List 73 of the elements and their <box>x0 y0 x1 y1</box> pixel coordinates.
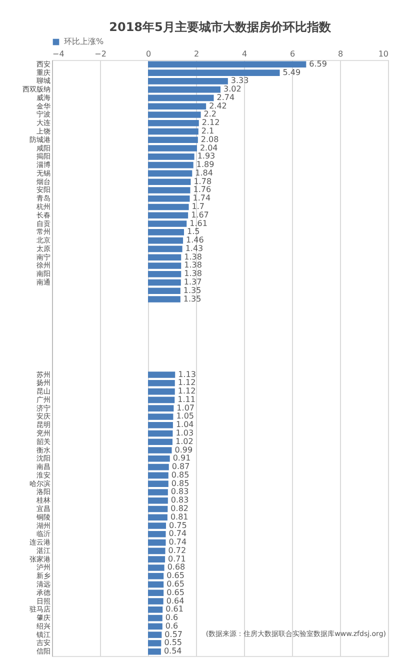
data-label: 0.54 <box>164 646 182 656</box>
data-label: 1.03 <box>176 428 194 438</box>
data-label: 1.04 <box>176 420 194 430</box>
data-label: 0.91 <box>172 454 191 463</box>
data-label: 1.12 <box>178 378 196 388</box>
data-label: 3.02 <box>223 84 242 94</box>
data-label: 1.13 <box>178 370 196 379</box>
data-label: 1.76 <box>193 185 212 194</box>
x-tick-label: −4 <box>52 50 64 58</box>
data-label: 3.33 <box>230 76 249 86</box>
data-label: 0.64 <box>166 596 184 606</box>
data-label: 1.38 <box>184 269 202 278</box>
data-label: 0.68 <box>167 562 186 572</box>
data-label: 2.08 <box>200 134 219 144</box>
chart-title: 2018年5月主要城市大数据房价环比指数 <box>109 20 332 34</box>
data-label: 2.04 <box>200 143 218 152</box>
data-label: 2.2 <box>204 110 217 119</box>
data-label: 2.42 <box>209 101 227 110</box>
x-tick-label: 2 <box>194 50 200 58</box>
data-label: 0.55 <box>164 638 182 648</box>
data-label: 2.74 <box>216 92 235 102</box>
x-tick-label: 4 <box>242 50 248 58</box>
x-tick-label: 0 <box>146 50 152 58</box>
data-label: 0.87 <box>172 462 190 472</box>
data-label: 5.49 <box>282 68 301 77</box>
data-label: 1.05 <box>176 412 194 421</box>
data-label: 1.93 <box>197 152 216 161</box>
data-label: 1.46 <box>186 236 204 245</box>
data-label: 0.85 <box>171 478 190 488</box>
data-label: 1.35 <box>183 294 202 304</box>
data-label: 0.83 <box>170 487 189 496</box>
data-label: 1.12 <box>178 386 196 396</box>
data-label: 6.59 <box>309 59 327 68</box>
data-label: 0.65 <box>166 571 184 580</box>
data-label: 0.6 <box>165 613 178 622</box>
x-tick-label: 6 <box>290 50 296 58</box>
data-label: 0.82 <box>170 504 188 513</box>
data-label: 0.65 <box>166 588 184 597</box>
x-tick-label: 10 <box>378 50 388 58</box>
x-tick-label: −2 <box>94 50 106 58</box>
data-label: 0.6 <box>165 621 178 630</box>
data-label: 1.38 <box>184 260 202 270</box>
x-tick-label: 8 <box>338 50 344 58</box>
data-label: 1.11 <box>178 394 196 404</box>
legend-label: 环比上涨% <box>64 37 104 46</box>
data-label: 0.65 <box>166 579 184 588</box>
data-label: 0.81 <box>170 512 188 522</box>
data-label: 1.61 <box>190 218 208 228</box>
data-label: 1.84 <box>195 168 213 178</box>
data-label: 0.74 <box>168 538 187 547</box>
data-label: 1.37 <box>184 278 202 287</box>
data-label: 1.7 <box>192 202 205 212</box>
data-label: 0.85 <box>171 470 190 480</box>
data-label: 0.99 <box>174 445 193 454</box>
data-label: 1.43 <box>185 244 204 253</box>
data-label: 1.89 <box>196 160 214 170</box>
data-label: 0.61 <box>166 604 184 614</box>
data-label: 1.5 <box>187 227 200 236</box>
data-label: 1.74 <box>192 194 211 203</box>
data-label: 1.78 <box>194 176 212 186</box>
data-label: 1.07 <box>176 403 194 412</box>
data-label: 1.38 <box>184 252 202 262</box>
data-label: 1.67 <box>191 210 209 220</box>
data-label: 0.72 <box>168 546 186 555</box>
data-label: 0.57 <box>164 630 182 639</box>
data-label: 0.75 <box>169 520 187 530</box>
data-label: 0.71 <box>168 554 186 564</box>
data-label: 0.74 <box>168 529 187 538</box>
data-label: 2.1 <box>201 126 214 136</box>
data-label: 0.83 <box>170 496 189 505</box>
data-label: 2.12 <box>202 118 220 128</box>
data-label: 1.02 <box>175 436 194 446</box>
data-label: 1.35 <box>183 286 202 295</box>
